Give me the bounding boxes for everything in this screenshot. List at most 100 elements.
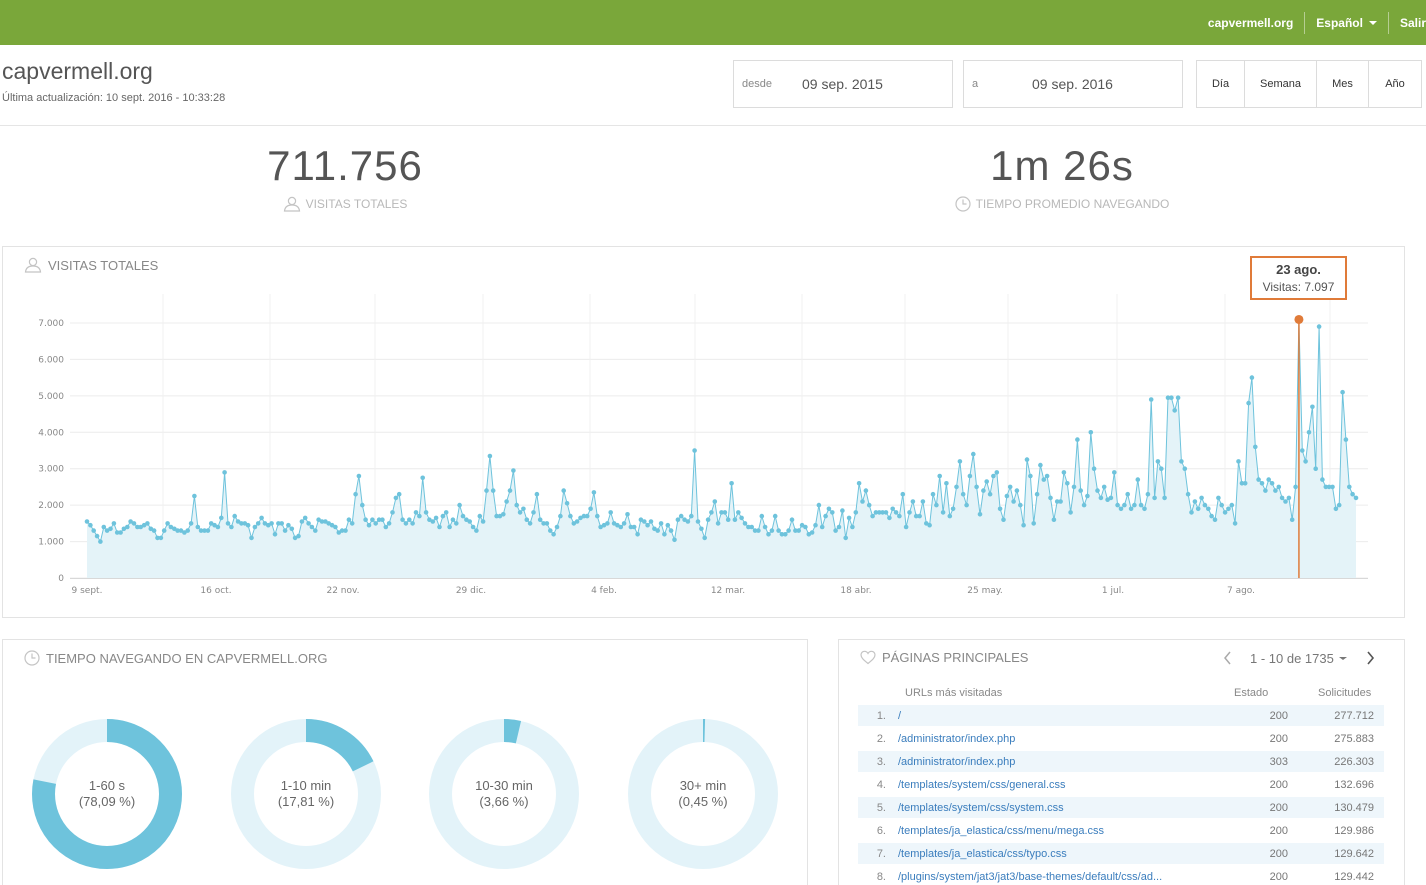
date-from-field[interactable]: desde 09 sep. 2015 (733, 60, 953, 108)
donut-chart[interactable]: 1-60 s (78,09 %) (32, 719, 182, 869)
pager-range[interactable]: 1 - 10 de 1735 (1250, 650, 1334, 666)
data-point (178, 528, 184, 533)
data-point (1222, 510, 1228, 515)
period-day-button[interactable]: Día (1197, 61, 1245, 107)
row-index: 1. (876, 709, 886, 722)
donut-chart[interactable]: 10-30 min (3,66 %) (429, 719, 579, 869)
data-point (1313, 466, 1318, 471)
donut-segment (32, 719, 182, 869)
table-row[interactable]: 2. /administrator/index.php 200 275.883 (858, 728, 1384, 749)
date-to-field[interactable]: a 09 sep. 2016 (963, 60, 1183, 108)
data-point (1054, 499, 1060, 504)
data-point (1004, 493, 1010, 499)
data-point (229, 524, 234, 530)
language-label: Español (1316, 15, 1363, 30)
table-row[interactable]: 6. /templates/ja_elastica/css/menu/mega.… (858, 820, 1384, 841)
data-point (702, 535, 707, 541)
x-tick-label: 29 dic. (456, 586, 486, 596)
data-point (803, 524, 808, 530)
table-row[interactable]: 5. /templates/system/css/system.css 200 … (858, 797, 1384, 818)
data-point (736, 510, 741, 515)
visits-area-chart[interactable]: 0 1.000 2.000 3.000 4.000 5.000 6.000 7.000 9 se… (0, 280, 1426, 610)
data-point (1159, 466, 1164, 471)
donut-label: 1-10 min (280, 778, 332, 793)
data-point (900, 491, 906, 497)
data-point (739, 515, 744, 521)
row-url-link[interactable]: /plugins/system/jat3/jat3/base-themes/de… (898, 870, 1163, 883)
data-point (225, 521, 231, 526)
data-point (574, 519, 580, 524)
logout-link[interactable]: Salir (1399, 15, 1426, 30)
data-point (1300, 448, 1305, 453)
period-month-button[interactable]: Mes (1317, 61, 1369, 107)
data-point (457, 502, 462, 508)
data-point (692, 448, 697, 453)
donut-graphic (32, 719, 182, 869)
data-point (1242, 481, 1248, 486)
period-selector: Día Semana Mes Año (1196, 60, 1422, 108)
period-year-button[interactable]: Año (1385, 78, 1405, 90)
data-point (541, 521, 546, 526)
data-point (175, 528, 180, 533)
donut-chart[interactable]: 1-10 min (17,81 %) (231, 719, 381, 869)
period-week-button[interactable]: Semana (1245, 61, 1317, 107)
data-point (742, 521, 748, 526)
row-url-link[interactable]: /templates/ja_elastica/css/typo.css (898, 847, 1067, 860)
top-bar: capvermell.org Español Salir (0, 0, 1426, 45)
donut-chart[interactable]: 30+ min (0,45 %) (628, 719, 778, 869)
data-point (333, 524, 338, 530)
data-point (685, 519, 691, 524)
data-point (1320, 477, 1325, 482)
row-requests: 129.442 (1334, 870, 1374, 883)
data-point (930, 491, 936, 497)
language-dropdown[interactable]: Español (1305, 12, 1388, 34)
x-tick-label: 25 may. (967, 586, 1003, 596)
data-point (1276, 484, 1282, 490)
pages-panel-title: PÁGINAS PRINCIPALES (860, 650, 1028, 665)
series-area (87, 319, 1356, 578)
row-url-link[interactable]: /administrator/index.php (898, 732, 1016, 745)
chevron-down-icon[interactable] (1336, 653, 1350, 663)
row-url-link[interactable]: /administrator/index.php (898, 755, 1016, 768)
row-url-link[interactable]: /templates/system/css/system.css (898, 801, 1064, 814)
row-url-link[interactable]: /templates/ja_elastica/css/menu/mega.css (898, 824, 1105, 837)
data-point (598, 524, 603, 530)
data-point (595, 513, 600, 519)
data-point (1058, 499, 1063, 504)
data-point (507, 488, 513, 493)
row-url-link[interactable]: /templates/system/css/general.css (898, 778, 1066, 791)
data-point (1333, 506, 1339, 512)
row-url-link[interactable]: / (898, 709, 902, 722)
table-row[interactable]: 8. /plugins/system/jat3/jat3/base-themes… (858, 866, 1384, 885)
data-point (1253, 444, 1258, 450)
table-row[interactable]: 7. /templates/ja_elastica/css/typo.css 2… (858, 843, 1384, 864)
table-row[interactable]: 3. /administrator/index.php 303 226.303 (858, 751, 1384, 772)
row-status: 200 (1269, 709, 1288, 722)
data-point (1001, 517, 1006, 522)
data-point (138, 524, 143, 530)
data-point (776, 528, 781, 533)
x-tick-label: 18 abr. (840, 586, 871, 596)
data-point (517, 510, 523, 515)
row-status: 200 (1269, 778, 1288, 791)
data-point (410, 521, 415, 526)
data-point (752, 528, 758, 533)
data-point (1246, 400, 1251, 406)
row-status: 200 (1269, 870, 1288, 883)
data-point (1125, 491, 1130, 497)
chevron-left-icon[interactable] (1222, 650, 1234, 666)
data-point (813, 522, 818, 528)
data-point (84, 519, 90, 524)
table-row[interactable]: 4. /templates/system/css/general.css 200… (858, 774, 1384, 795)
site-link[interactable]: capvermell.org (1207, 15, 1294, 30)
data-point (846, 515, 852, 521)
y-tick-label: 1.000 (38, 538, 64, 548)
tooltip-date: 23 ago. (1276, 262, 1321, 277)
table-row[interactable]: 1. / 200 277.712 (858, 705, 1384, 726)
data-point (853, 510, 859, 515)
data-point (940, 510, 946, 515)
data-point (454, 521, 459, 526)
data-point (1095, 488, 1100, 493)
chevron-right-icon[interactable] (1364, 650, 1376, 666)
data-point (1185, 491, 1191, 497)
